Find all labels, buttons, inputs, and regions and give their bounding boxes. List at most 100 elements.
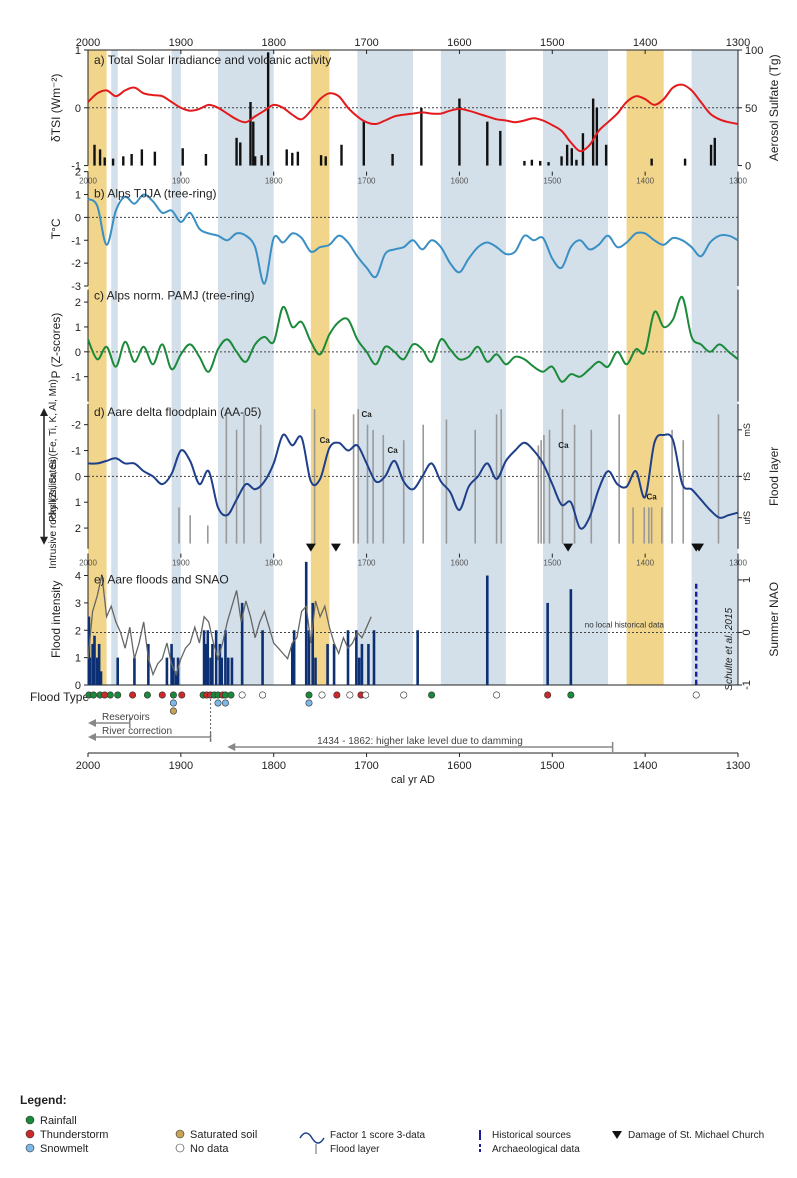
y-tick-label-right: 100 xyxy=(745,45,763,57)
flood-layer-tick: fS xyxy=(742,472,752,481)
flood-bar xyxy=(416,630,419,685)
x-tick-label: 1900 xyxy=(172,177,190,186)
x-tick-label: 1400 xyxy=(636,559,654,568)
sulfate-bar xyxy=(650,158,653,166)
sulfate-bar xyxy=(153,151,157,166)
flood-type-dot xyxy=(305,691,313,699)
flood-layer-bar xyxy=(537,445,540,544)
y-axis-label-right: Aerosol Sulfate (Tg) xyxy=(767,54,781,161)
flood-bar xyxy=(304,561,308,685)
panel-a: 1 0 -1 100 50 0 a) Total Solar Irradiance and … xyxy=(49,45,781,173)
temperature-line xyxy=(87,193,739,285)
sulfate-bar xyxy=(565,144,569,166)
flood-bar xyxy=(292,630,296,685)
flood-layer-bar xyxy=(243,414,245,544)
sulfate-bar xyxy=(181,148,184,166)
x-tick-label: 1700 xyxy=(354,37,378,49)
flood-layer-bar xyxy=(352,414,355,544)
flood-type-dot xyxy=(90,691,98,699)
y-tick-label: 0 xyxy=(75,212,81,224)
y-tick-label: -1 xyxy=(71,446,81,458)
flood-bar xyxy=(226,657,230,685)
flood-layer-bar xyxy=(548,429,551,544)
flood-layer-bar xyxy=(225,409,228,544)
flood-bar xyxy=(355,630,358,685)
sulfate-bar xyxy=(391,154,394,166)
sulfate-bar xyxy=(458,98,461,166)
sulfate-bar xyxy=(98,149,102,166)
x-tick-label: 1600 xyxy=(451,559,469,568)
legend-nodata: No data xyxy=(190,1143,229,1155)
ca-annotation: Ca xyxy=(647,493,658,502)
flood-layer-bar xyxy=(590,429,593,544)
flood-bar xyxy=(204,643,208,685)
sulfate-bar xyxy=(581,133,585,166)
flood-bar xyxy=(218,643,222,685)
legend-thunderstorm: Thunderstorm xyxy=(40,1129,108,1141)
sulfate-bar xyxy=(122,156,125,166)
snao-line xyxy=(87,574,372,677)
legend-dot xyxy=(175,1129,185,1139)
flood-layer-bar xyxy=(189,515,191,544)
flood-bar xyxy=(220,657,224,685)
ca-annotation: Ca xyxy=(387,446,398,455)
sulfate-bars xyxy=(93,52,716,166)
sulfate-bar xyxy=(499,130,502,166)
sulfate-bar xyxy=(285,149,288,166)
flood-layer-bar xyxy=(661,507,663,544)
precipitation-line xyxy=(87,296,739,383)
flood-bar xyxy=(147,643,150,685)
x-tick-labels: 2000 1900 1800 1700 1600 1500 1400 1300 xyxy=(76,37,750,54)
y-tick-label: -2 xyxy=(71,258,81,270)
y-tick-label: -1 xyxy=(71,161,81,173)
bottom-tick-label: 2000 xyxy=(76,760,100,772)
flood-layer-bar xyxy=(682,440,685,544)
flood-layer-bar xyxy=(235,429,238,544)
sulfate-bar xyxy=(547,162,550,166)
flood-layer-bar xyxy=(643,507,646,544)
flood-bar xyxy=(91,643,94,685)
legend-church-swatch xyxy=(612,1131,622,1139)
flood-type-dot xyxy=(221,699,229,707)
factor-score-line xyxy=(87,433,739,530)
flood-type-dot xyxy=(305,699,313,707)
y-tick-label-right: 50 xyxy=(745,103,757,115)
x-tick-label: 2000 xyxy=(79,177,97,186)
citation-note: Schulte et al. 2015 xyxy=(724,607,735,690)
x-tick-label: 1800 xyxy=(261,37,285,49)
y-axis-label-top: Phyllosilicates (Fe, Ti, K, Al, Mn) xyxy=(48,379,59,522)
y-tick-label: 3 xyxy=(75,598,81,610)
flood-bar xyxy=(290,643,294,685)
bottom-tick-label: 1800 xyxy=(261,760,285,772)
legend-historical: Historical sources xyxy=(492,1130,571,1141)
flood-type-dot xyxy=(318,691,326,699)
flood-type-dot xyxy=(238,691,246,699)
y-tick-label-right: 0 xyxy=(745,161,751,173)
ca-annotation: Ca xyxy=(361,410,372,419)
y-tick-label: 1 xyxy=(75,322,81,334)
bottom-tick-label: 1900 xyxy=(169,760,193,772)
bottom-tick-label: 1500 xyxy=(540,760,564,772)
flood-bar xyxy=(332,643,336,685)
sulfate-bar xyxy=(591,98,595,166)
bottom-tick-label: 1300 xyxy=(726,760,750,772)
legend: Legend: Rainfall Thunderstorm Snowmelt Satur… xyxy=(20,1093,764,1155)
panel-e: 4 3 2 1 0 1 0 -1 e) Aare floods and SNAO no local… xyxy=(49,543,781,692)
sulfate-bar xyxy=(362,121,365,166)
flood-bar xyxy=(346,630,350,685)
impact-label: River correction xyxy=(102,726,172,737)
flood-bar xyxy=(99,671,103,685)
flood-type-row: Flood Type xyxy=(30,690,700,715)
flood-bar xyxy=(176,657,180,685)
flood-type-dot xyxy=(114,691,122,699)
legend-snowmelt: Snowmelt xyxy=(40,1143,88,1155)
flood-layer-bar xyxy=(632,507,634,544)
sulfate-bar xyxy=(260,155,263,166)
tsi-line xyxy=(87,83,739,153)
flood-type-dot xyxy=(346,691,354,699)
flood-layer-bar xyxy=(366,424,369,544)
y-tick-label: 2 xyxy=(75,297,81,309)
y-tick-label: 0 xyxy=(75,103,81,115)
y-tick-label-right: -1 xyxy=(741,680,753,690)
